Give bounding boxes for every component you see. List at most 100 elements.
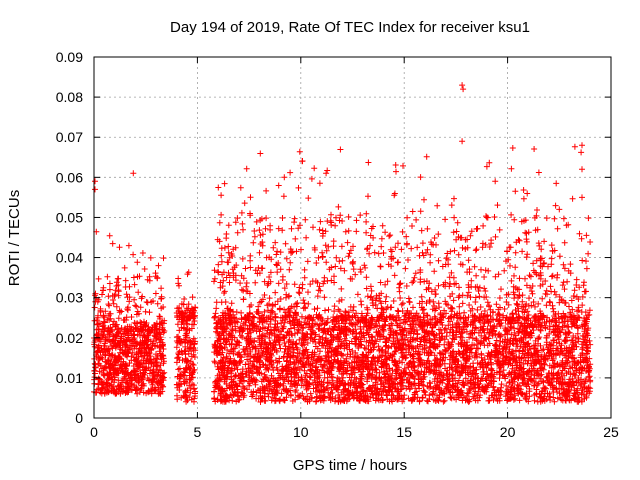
data-point <box>239 220 246 227</box>
data-point <box>410 304 416 311</box>
data-point <box>583 265 590 272</box>
data-point <box>125 304 131 311</box>
data-point <box>305 195 312 202</box>
data-point <box>144 276 151 283</box>
data-point <box>137 370 144 377</box>
data-point <box>419 240 426 247</box>
data-point <box>106 374 113 381</box>
data-point <box>120 375 127 382</box>
data-point <box>137 323 144 330</box>
data-point <box>484 299 491 306</box>
data-point <box>152 290 159 297</box>
data-point <box>115 282 122 288</box>
data-point <box>421 196 427 203</box>
data-point <box>311 306 318 313</box>
data-point <box>101 390 108 397</box>
data-point <box>240 287 247 294</box>
data-point <box>336 258 343 265</box>
data-point <box>94 321 101 328</box>
data-point <box>531 382 537 389</box>
data-point <box>141 352 148 359</box>
data-point <box>132 302 139 309</box>
data-point <box>192 347 199 354</box>
data-point <box>472 247 479 254</box>
data-point <box>448 202 455 209</box>
data-point <box>377 263 384 270</box>
data-point <box>519 248 526 255</box>
data-point <box>410 278 417 285</box>
data-point <box>160 329 167 336</box>
data-point <box>459 300 466 307</box>
data-point <box>480 222 487 229</box>
data-point <box>97 362 104 369</box>
data-point <box>192 390 198 397</box>
data-point <box>583 232 590 239</box>
data-point <box>516 397 523 404</box>
data-point <box>301 266 308 273</box>
data-point <box>328 211 334 218</box>
data-point <box>520 195 527 202</box>
data-point <box>509 145 516 151</box>
data-point <box>451 214 458 221</box>
data-point <box>186 376 193 383</box>
data-point <box>474 306 481 313</box>
data-point <box>95 381 102 388</box>
data-point <box>582 288 589 295</box>
data-point <box>465 257 472 264</box>
data-point <box>152 270 159 277</box>
data-point <box>325 306 332 313</box>
data-point <box>134 259 141 266</box>
data-point <box>543 215 550 222</box>
data-point <box>124 384 131 391</box>
data-point <box>535 169 542 176</box>
data-point <box>158 305 165 312</box>
data-point <box>100 287 106 294</box>
data-point <box>173 334 180 340</box>
data-point <box>123 314 130 321</box>
data-point <box>118 333 125 340</box>
data-point <box>263 215 270 222</box>
data-point <box>556 253 563 260</box>
data-point <box>435 231 442 238</box>
data-point <box>101 342 107 349</box>
data-point <box>310 224 316 231</box>
data-point <box>475 288 482 294</box>
data-point <box>405 395 412 402</box>
data-point <box>153 367 160 374</box>
data-point <box>308 175 315 182</box>
data-point <box>523 254 530 261</box>
data-point <box>342 228 349 235</box>
data-point <box>189 294 196 301</box>
data-point <box>496 295 503 301</box>
data-point <box>335 203 342 210</box>
data-point <box>520 187 527 193</box>
data-point <box>516 237 523 244</box>
data-point <box>130 363 137 369</box>
data-point <box>442 216 449 223</box>
data-point <box>115 325 122 332</box>
data-point <box>174 396 181 403</box>
data-point <box>293 248 300 255</box>
data-point <box>323 170 330 177</box>
data-point <box>226 279 233 286</box>
data-point <box>354 291 361 298</box>
data-point <box>122 343 129 350</box>
data-point <box>211 278 217 285</box>
data-point <box>512 188 519 195</box>
data-point <box>331 273 337 280</box>
data-point <box>115 355 122 362</box>
data-point <box>481 274 488 280</box>
data-point <box>158 295 165 302</box>
data-point <box>408 245 415 252</box>
data-point <box>130 251 137 258</box>
data-point <box>130 274 137 281</box>
data-point <box>99 369 105 376</box>
data-point <box>357 298 364 305</box>
data-point <box>129 349 136 356</box>
data-point <box>218 245 225 252</box>
data-point <box>182 355 189 362</box>
data-point <box>429 391 436 398</box>
data-point <box>139 250 146 256</box>
data-point <box>303 346 310 353</box>
data-point <box>431 235 438 241</box>
